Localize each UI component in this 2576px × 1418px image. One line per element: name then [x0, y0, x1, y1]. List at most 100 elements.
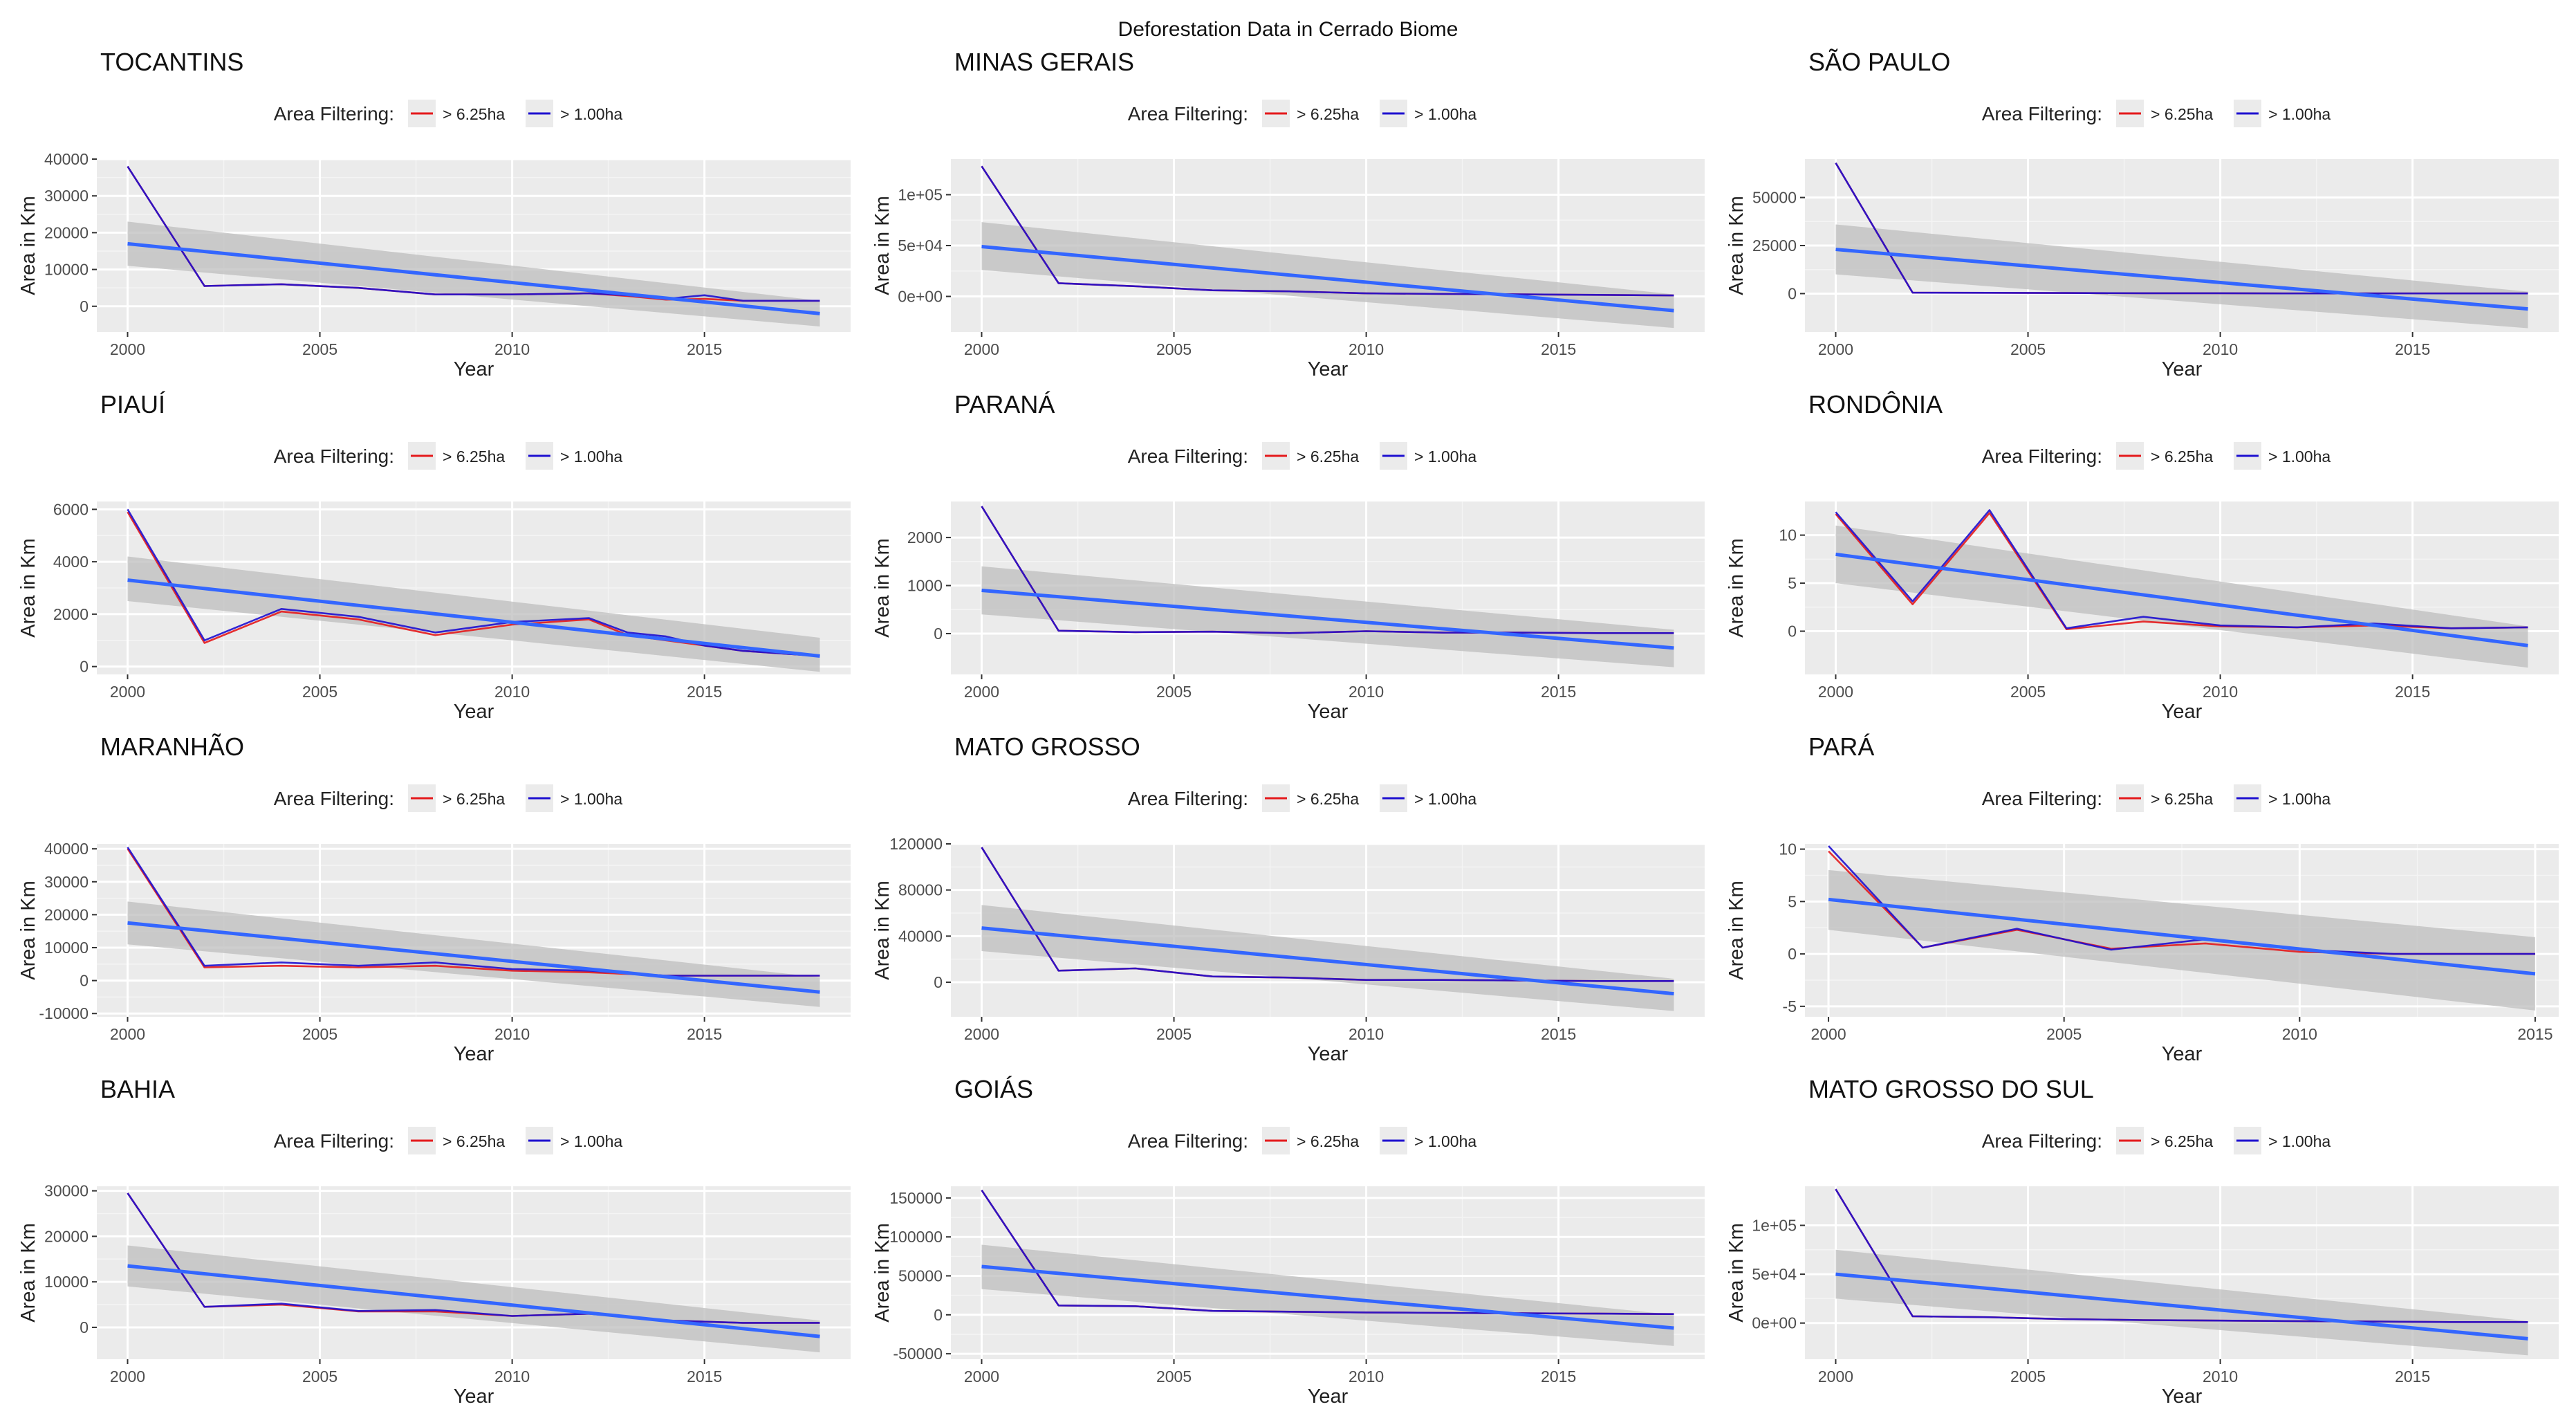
legend-label: > 6.25ha	[2151, 790, 2213, 808]
x-tick-label: 2005	[2010, 683, 2046, 701]
x-axis-label: Year	[2162, 701, 2203, 723]
y-tick-label: 0	[1788, 623, 1797, 641]
legend-label: > 6.25ha	[2151, 448, 2213, 466]
y-tick-label: 0	[80, 1318, 89, 1336]
legend-title: Area Filtering:	[1982, 1130, 2102, 1152]
legend-title: Area Filtering:	[274, 445, 394, 467]
x-axis-label: Year	[1308, 1043, 1349, 1065]
y-tick-label: 40000	[44, 840, 89, 858]
panel-title: MINAS GERAIS	[954, 48, 1134, 76]
x-tick-label: 2005	[302, 340, 337, 358]
y-tick-label: 0	[934, 973, 943, 991]
series-line-1-00ha	[981, 506, 1674, 634]
x-tick-label: 2000	[1818, 1368, 1853, 1385]
chart-panel: RONDÔNIA Area Filtering: > 6.25ha > 1.00ha 2…	[1725, 390, 2559, 723]
trend-line	[1835, 1272, 2528, 1341]
y-tick-label: 0e+00	[1752, 1314, 1797, 1332]
series-line-1-00ha	[981, 847, 1674, 982]
legend-title: Area Filtering:	[274, 1130, 394, 1152]
y-axis-label: Area in Km	[1725, 196, 1748, 295]
legend: Area Filtering: > 6.25ha > 1.00ha	[274, 784, 622, 812]
confidence-band	[127, 1245, 820, 1353]
trend-line	[127, 241, 820, 315]
series-line-1-00ha	[127, 508, 820, 657]
legend: Area Filtering: > 6.25ha > 1.00ha	[1128, 784, 1476, 812]
x-tick-label: 2010	[2203, 1368, 2238, 1385]
legend-label: > 1.00ha	[560, 790, 622, 808]
y-tick-label: 6000	[53, 500, 89, 518]
x-tick-label: 2010	[1349, 340, 1384, 358]
legend: Area Filtering: > 6.25ha > 1.00ha	[1128, 1127, 1476, 1154]
panel-title: MATO GROSSO DO SUL	[1808, 1075, 2094, 1103]
x-tick-label: 2005	[1156, 1025, 1192, 1043]
y-tick-label: 40000	[44, 150, 89, 168]
panel-title: TOCANTINS	[100, 48, 243, 76]
chart-panel: BAHIA Area Filtering: > 6.25ha > 1.00ha 2000…	[17, 1075, 851, 1408]
series-line-1-00ha	[981, 1189, 1674, 1315]
panel-title: BAHIA	[100, 1075, 175, 1103]
legend-label: > 6.25ha	[2151, 1132, 2213, 1150]
y-tick-label: 50000	[1752, 189, 1797, 207]
x-tick-label: 2010	[2203, 340, 2238, 358]
x-tick-label: 2015	[687, 683, 722, 701]
x-tick-label: 2005	[1156, 340, 1192, 358]
panel-title: SÃO PAULO	[1808, 48, 1950, 76]
y-tick-label: 50000	[898, 1267, 943, 1285]
y-tick-label: 0	[80, 658, 89, 676]
legend-title: Area Filtering:	[1128, 103, 1248, 125]
x-tick-label: 2015	[1541, 683, 1576, 701]
legend: Area Filtering: > 6.25ha > 1.00ha	[1982, 1127, 2331, 1154]
chart-panel: PARÁ Area Filtering: > 6.25ha > 1.00ha 2000 2…	[1725, 733, 2559, 1065]
y-tick-label: 2000	[53, 605, 89, 623]
trend-line	[1828, 897, 2536, 976]
series-line-1-00ha	[981, 165, 1674, 297]
legend: Area Filtering: > 6.25ha > 1.00ha	[1982, 100, 2331, 127]
x-tick-label: 2015	[687, 1368, 722, 1385]
y-tick-label: 10	[1779, 526, 1797, 544]
x-tick-label: 2010	[1349, 683, 1384, 701]
x-tick-label: 2010	[2203, 683, 2238, 701]
chart-panel: PIAUÍ Area Filtering: > 6.25ha > 1.00ha 2000…	[17, 390, 851, 723]
x-tick-label: 2005	[302, 1025, 337, 1043]
figure-title: Deforestation Data in Cerrado Biome	[1118, 18, 1458, 41]
legend-label: > 6.25ha	[443, 790, 505, 808]
y-tick-label: 150000	[889, 1189, 943, 1207]
legend-title: Area Filtering:	[1982, 788, 2102, 809]
y-tick-label: -5	[1783, 997, 1797, 1015]
x-axis-label: Year	[454, 701, 494, 723]
y-tick-label: 10000	[44, 1273, 89, 1291]
legend-title: Area Filtering:	[274, 103, 394, 125]
y-tick-label: 10	[1779, 840, 1797, 858]
y-tick-label: 0	[1788, 945, 1797, 963]
x-tick-label: 2005	[1156, 1368, 1192, 1385]
y-axis-label: Area in Km	[17, 538, 39, 637]
panel-title: MARANHÃO	[100, 733, 244, 761]
legend: Area Filtering: > 6.25ha > 1.00ha	[274, 100, 622, 127]
x-tick-label: 2005	[302, 1368, 337, 1385]
y-axis-label: Area in Km	[871, 538, 893, 637]
confidence-band	[981, 905, 1674, 1011]
y-axis-label: Area in Km	[871, 196, 893, 295]
y-tick-label: 1000	[907, 577, 943, 595]
x-tick-label: 2015	[2395, 1368, 2430, 1385]
x-tick-label: 2010	[494, 683, 530, 701]
series-line-1-00ha	[127, 847, 820, 977]
x-tick-label: 2010	[494, 1368, 530, 1385]
legend-label: > 6.25ha	[443, 105, 505, 123]
confidence-band	[1828, 869, 2535, 1011]
legend-label: > 1.00ha	[1414, 105, 1476, 123]
trend-line	[981, 926, 1674, 996]
legend-label: > 6.25ha	[443, 1132, 505, 1150]
panel-title: PIAUÍ	[100, 390, 165, 418]
x-tick-label: 2000	[964, 1025, 999, 1043]
y-axis-label: Area in Km	[1725, 881, 1748, 979]
legend-title: Area Filtering:	[274, 788, 394, 809]
x-tick-label: 2010	[494, 340, 530, 358]
x-tick-label: 2000	[110, 1025, 145, 1043]
y-axis-label: Area in Km	[871, 1223, 893, 1322]
y-tick-label: 0	[80, 297, 89, 315]
legend-label: > 1.00ha	[2268, 105, 2331, 123]
x-axis-label: Year	[1308, 701, 1349, 723]
x-axis-label: Year	[454, 358, 494, 380]
